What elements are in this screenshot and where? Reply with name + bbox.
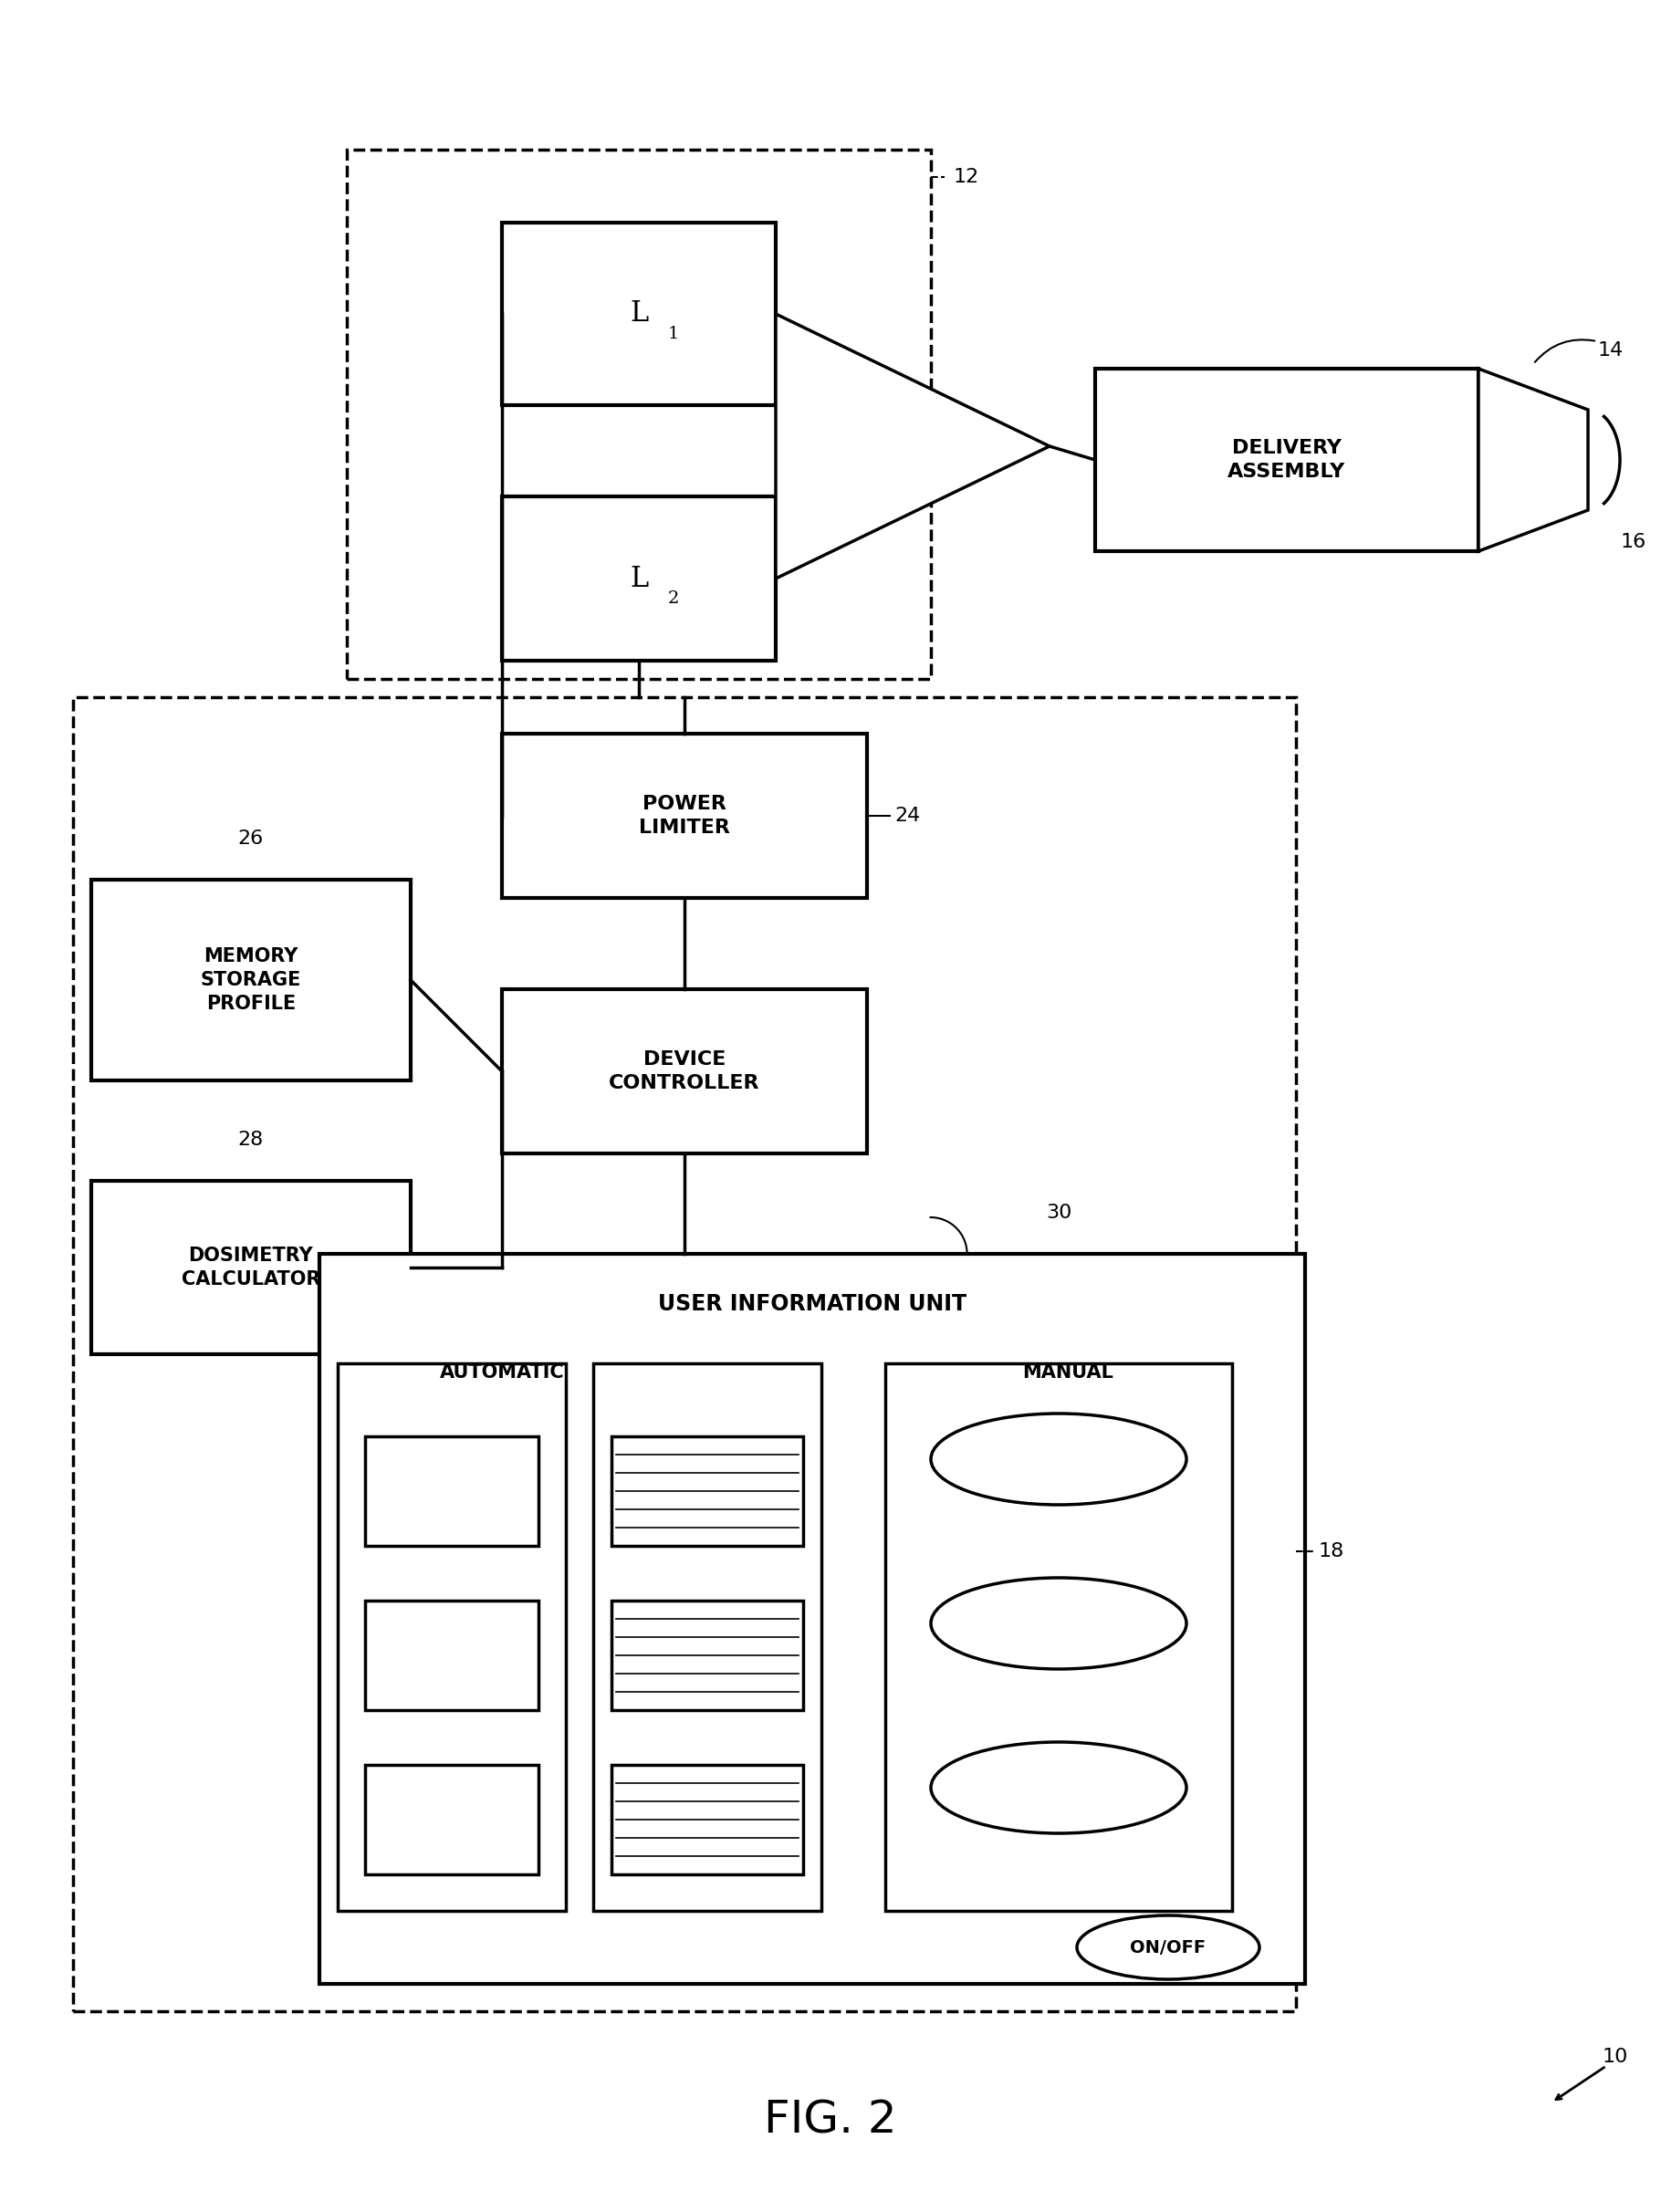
Text: FIG. 2: FIG. 2 bbox=[764, 2099, 897, 2143]
Text: DEVICE
CONTROLLER: DEVICE CONTROLLER bbox=[610, 1051, 761, 1093]
Text: L: L bbox=[630, 301, 648, 327]
Bar bbox=[347, 150, 930, 679]
Text: 24: 24 bbox=[894, 807, 920, 825]
Bar bbox=[365, 1436, 538, 1546]
Bar bbox=[593, 1363, 822, 1911]
Text: 1: 1 bbox=[668, 325, 679, 343]
Text: 16: 16 bbox=[1621, 533, 1646, 551]
Bar bbox=[337, 1363, 566, 1911]
Bar bbox=[502, 989, 867, 1152]
Text: AUTOMATIC: AUTOMATIC bbox=[440, 1363, 565, 1382]
Bar bbox=[885, 1363, 1232, 1911]
Text: 12: 12 bbox=[953, 168, 980, 186]
Text: MANUAL: MANUAL bbox=[1022, 1363, 1113, 1382]
Text: DELIVERY
ASSEMBLY: DELIVERY ASSEMBLY bbox=[1227, 438, 1345, 480]
Text: 10: 10 bbox=[1603, 2048, 1628, 2066]
Polygon shape bbox=[1478, 369, 1588, 551]
Text: 18: 18 bbox=[1319, 1542, 1344, 1559]
Text: USER INFORMATION UNIT: USER INFORMATION UNIT bbox=[658, 1294, 967, 1314]
Polygon shape bbox=[776, 314, 1050, 580]
Text: DOSIMETRY
CALCULATOR: DOSIMETRY CALCULATOR bbox=[181, 1245, 321, 1290]
Bar bbox=[365, 1601, 538, 1710]
Text: 28: 28 bbox=[238, 1130, 264, 1148]
Text: 26: 26 bbox=[238, 830, 264, 847]
Bar bbox=[91, 880, 410, 1079]
Bar bbox=[502, 734, 867, 898]
Bar bbox=[1095, 369, 1478, 551]
Bar bbox=[319, 1254, 1306, 1984]
Ellipse shape bbox=[930, 1577, 1186, 1670]
Bar bbox=[502, 223, 776, 405]
Text: ON/OFF: ON/OFF bbox=[1129, 1938, 1206, 1955]
Bar bbox=[502, 495, 776, 661]
Text: 30: 30 bbox=[1046, 1203, 1071, 1221]
Bar bbox=[73, 697, 1296, 2011]
Bar bbox=[91, 1181, 410, 1354]
Bar bbox=[611, 1436, 804, 1546]
Ellipse shape bbox=[1076, 1916, 1259, 1980]
Text: 2: 2 bbox=[668, 591, 679, 606]
Ellipse shape bbox=[930, 1743, 1186, 1834]
Ellipse shape bbox=[930, 1413, 1186, 1504]
Text: MEMORY
STORAGE
PROFILE: MEMORY STORAGE PROFILE bbox=[201, 947, 301, 1013]
Text: 14: 14 bbox=[1598, 341, 1624, 361]
Text: POWER
LIMITER: POWER LIMITER bbox=[639, 794, 731, 836]
Text: L: L bbox=[630, 564, 648, 593]
Bar bbox=[611, 1601, 804, 1710]
Bar bbox=[365, 1765, 538, 1874]
Bar bbox=[611, 1765, 804, 1874]
